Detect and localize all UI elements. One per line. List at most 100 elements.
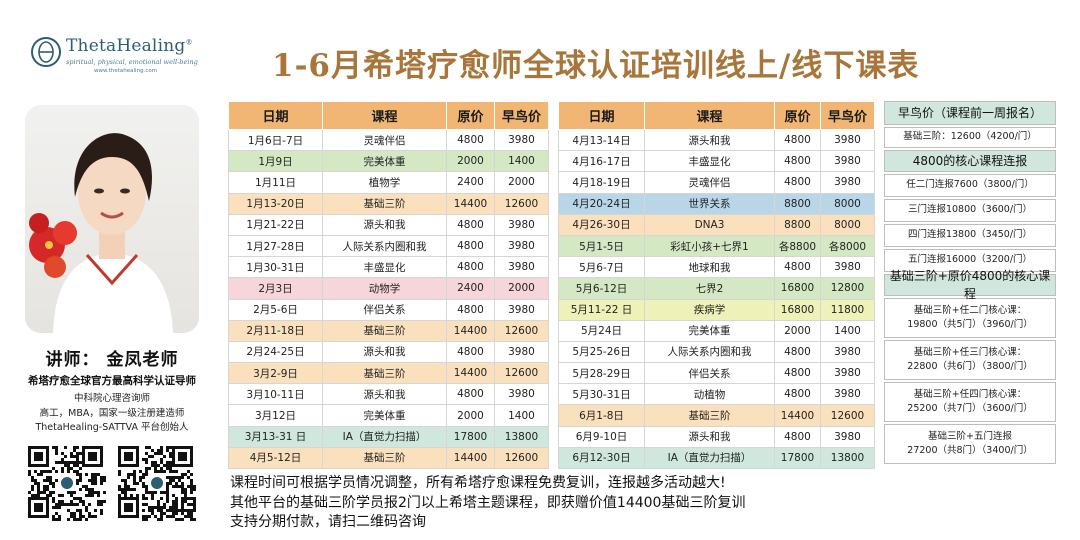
cell-price: 4800 xyxy=(446,256,495,279)
cell-price: 17800 xyxy=(774,446,821,470)
cell-course: 源头和我 xyxy=(322,213,447,236)
cell-course: 伴侣关系 xyxy=(644,362,775,385)
cell-date: 4月18-19日 xyxy=(558,171,645,194)
cell-price: 14400 xyxy=(774,404,821,427)
cell-course: 基础三阶 xyxy=(644,404,775,427)
cell-date: 3月12日 xyxy=(228,404,323,427)
promo-panel: 早鸟价（课程前一周报名） 基础三阶：12600（4200/门） 4800的核心课程连… xyxy=(884,101,1056,466)
table-row: 5月28-29日 伴侣关系 4800 3980 xyxy=(558,362,875,385)
cell-course: 基础三阶 xyxy=(322,319,447,342)
cell-course: 灵魂伴侣 xyxy=(644,171,775,194)
cell-course: 基础三阶 xyxy=(322,446,447,470)
promo-item: 四门连报13800（3450/门） xyxy=(884,224,1056,247)
cell-date: 1月9日 xyxy=(228,150,323,173)
schedule-table-left: 日期 课程 原价 早鸟价 1月6日-7日 灵魂伴侣 4800 3980 1月9日 完美体重… xyxy=(228,101,549,470)
cell-early-price: 13800 xyxy=(494,425,549,448)
cell-date: 4月16-17日 xyxy=(558,150,645,173)
cell-early-price: 3980 xyxy=(820,171,875,194)
cell-price: 16800 xyxy=(774,277,821,300)
promo-item: 基础三阶+任三门核心课： 22800（共6门）（3800/门） xyxy=(884,340,1056,380)
table-row: 3月13-31 日 IA（直觉力扫描） 17800 13800 xyxy=(228,425,549,448)
cell-price: 4800 xyxy=(446,383,495,406)
cell-course: 基础三阶 xyxy=(322,362,447,385)
table-row: 2月5-6日 伴侣关系 4800 3980 xyxy=(228,298,549,321)
cell-price: 2000 xyxy=(774,319,821,342)
cell-course: 基础三阶 xyxy=(322,192,447,215)
promo-line: 基础三阶+任二门核心课： xyxy=(913,304,1027,316)
cell-price: 17800 xyxy=(446,425,495,448)
cell-early-price: 8000 xyxy=(820,192,875,215)
cell-early-price: 各8000 xyxy=(820,234,875,258)
promo-item: 三门连报10800（3600/门） xyxy=(884,199,1056,222)
promo-line: 基础三阶+任四门核心课： xyxy=(913,388,1027,400)
table-row: 3月2-9日 基础三阶 14400 12600 xyxy=(228,362,549,385)
promo-item: 五门连报16000（3200/门） xyxy=(884,249,1056,272)
cell-date: 3月2-9日 xyxy=(228,362,323,385)
cell-price: 各8800 xyxy=(774,234,821,258)
promo-line: 早鸟价（课程前一周报名） xyxy=(897,106,1042,120)
table-row: 5月6-12日 七界2 16800 12800 xyxy=(558,277,875,300)
cell-price: 4800 xyxy=(774,383,821,406)
cell-price: 14400 xyxy=(446,319,495,342)
cell-price: 4800 xyxy=(446,213,495,236)
cell-date: 5月6-12日 xyxy=(558,277,645,300)
cell-early-price: 1400 xyxy=(820,319,875,342)
cell-date: 1月27-28日 xyxy=(228,234,323,258)
page-title: 1-6月希塔疗愈师全球认证培训线上/线下课表 xyxy=(272,48,920,84)
header-price: 原价 xyxy=(446,101,495,130)
cell-price: 4800 xyxy=(774,150,821,173)
cell-course: 源头和我 xyxy=(322,383,447,406)
cell-date: 2月24-25日 xyxy=(228,340,323,364)
cell-course: 人际关系内圈和我 xyxy=(644,340,775,364)
table-row: 4月20-24日 世界关系 8800 8000 xyxy=(558,192,875,215)
cell-price: 4800 xyxy=(774,128,821,152)
cell-date: 2月3日 xyxy=(228,277,323,300)
qr-code-icon[interactable] xyxy=(28,446,106,522)
theta-logo-icon xyxy=(31,37,61,67)
cell-price: 2400 xyxy=(446,171,495,194)
cell-price: 2400 xyxy=(446,277,495,300)
teacher-role: 希塔疗愈全球官方最高科学认证导师 xyxy=(28,375,196,387)
header-early-price: 早鸟价 xyxy=(820,101,875,130)
promo-line: 四门连报13800（3450/门） xyxy=(907,229,1033,241)
cell-course: 七界2 xyxy=(644,277,775,300)
table-row: 1月21-22日 源头和我 4800 3980 xyxy=(228,213,549,236)
table-row: 2月3日 动物学 2400 2000 xyxy=(228,277,549,300)
table-row: 1月11日 植物学 2400 2000 xyxy=(228,171,549,194)
cell-price: 4800 xyxy=(446,340,495,364)
note-line: 课程时间可根据学员情况调整，所有希塔疗愈课程免费复训，连报越多活动越大! xyxy=(230,475,726,491)
cell-course: 动植物 xyxy=(644,383,775,406)
cell-price: 14400 xyxy=(446,192,495,215)
qr-code-icon[interactable] xyxy=(118,446,196,522)
cell-course: 完美体重 xyxy=(644,319,775,342)
promo-line: 基础三阶+原价4800的核心课程 xyxy=(889,269,1051,301)
promo-line: 三门连报10800（3600/门） xyxy=(907,204,1033,216)
promo-item: 任二门连报7600（3800/门） xyxy=(884,174,1056,197)
cell-course: 植物学 xyxy=(322,171,447,194)
cell-price: 4800 xyxy=(774,256,821,279)
cell-early-price: 3980 xyxy=(494,234,549,258)
table-row: 1月9日 完美体重 2000 1400 xyxy=(228,150,549,173)
cell-price: 14400 xyxy=(446,446,495,470)
cell-early-price: 3980 xyxy=(494,213,549,236)
header-course: 课程 xyxy=(644,101,775,130)
cell-early-price: 12600 xyxy=(494,192,549,215)
header-date: 日期 xyxy=(558,101,645,130)
cell-course: DNA3 xyxy=(644,213,775,236)
table-row: 1月6日-7日 灵魂伴侣 4800 3980 xyxy=(228,128,549,152)
header-course: 课程 xyxy=(322,101,447,130)
cell-early-price: 2000 xyxy=(494,171,549,194)
cell-price: 4800 xyxy=(446,298,495,321)
table-row: 5月11-22 日疾病学 16800 11800 xyxy=(558,298,875,321)
cell-date: 4月20-24日 xyxy=(558,192,645,215)
cell-course: 地球和我 xyxy=(644,256,775,279)
cell-date: 1月30-31日 xyxy=(228,256,323,279)
cell-early-price: 12600 xyxy=(494,319,549,342)
logo-name: ThetaHealing® xyxy=(66,36,193,56)
cell-early-price: 12600 xyxy=(820,404,875,427)
table-row: 5月24日 完美体重 2000 1400 xyxy=(558,319,875,342)
schedule-table-right: 日期 课程 原价 早鸟价 4月13-14日 源头和我 4800 3980 4月16-17… xyxy=(558,101,875,470)
promo-line: 25200（共7门）（3600/门） xyxy=(907,403,1033,414)
cell-course: 丰盛显化 xyxy=(644,150,775,173)
cell-early-price: 2000 xyxy=(494,277,549,300)
